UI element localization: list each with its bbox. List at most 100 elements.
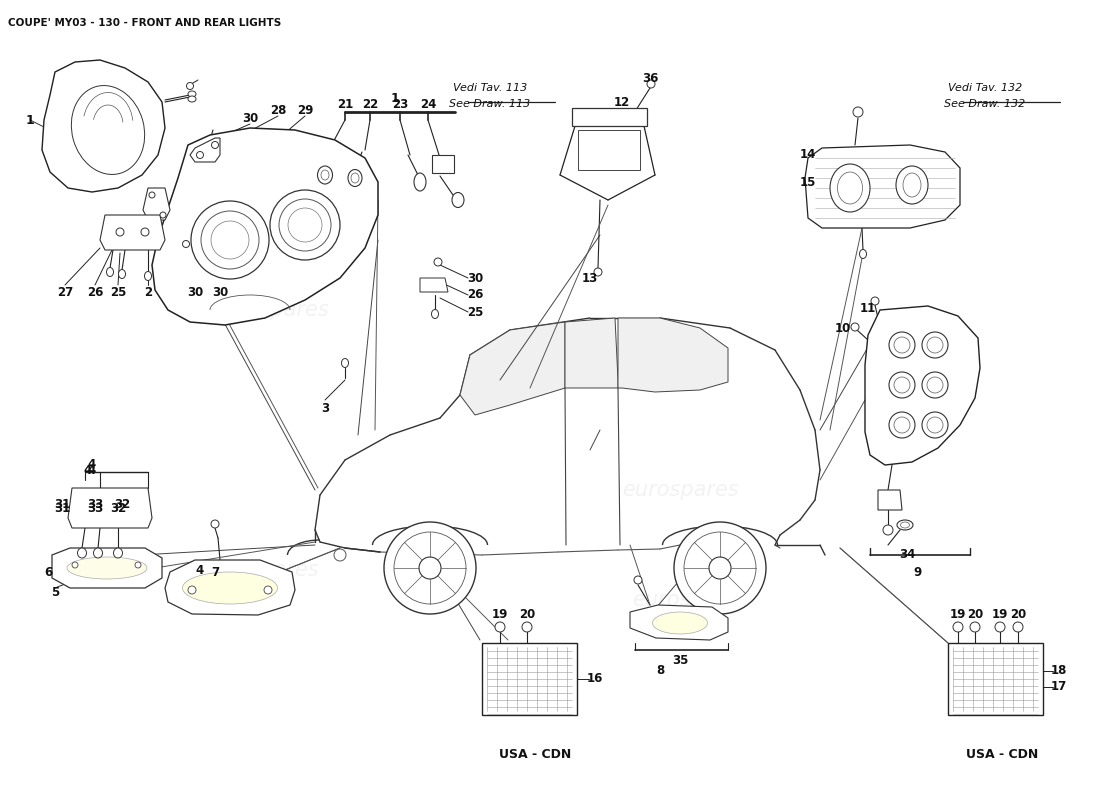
Polygon shape: [152, 128, 378, 325]
Ellipse shape: [318, 166, 332, 184]
Text: 16: 16: [586, 673, 603, 686]
Ellipse shape: [851, 323, 859, 331]
Ellipse shape: [270, 190, 340, 260]
Ellipse shape: [927, 377, 943, 393]
Text: 12: 12: [614, 95, 630, 109]
Text: 31: 31: [54, 498, 70, 511]
Text: 20: 20: [967, 609, 983, 622]
Text: eurospares: eurospares: [631, 590, 748, 610]
Text: eurospares: eurospares: [211, 300, 329, 320]
Text: 8: 8: [656, 663, 664, 677]
Ellipse shape: [452, 193, 464, 207]
Text: 20: 20: [519, 609, 535, 622]
Polygon shape: [52, 548, 162, 588]
Ellipse shape: [896, 520, 913, 530]
Ellipse shape: [901, 522, 910, 528]
Ellipse shape: [894, 337, 910, 353]
Ellipse shape: [264, 586, 272, 594]
Text: 22: 22: [362, 98, 378, 111]
Ellipse shape: [996, 622, 1005, 632]
Text: 33: 33: [87, 498, 103, 511]
Polygon shape: [68, 488, 152, 528]
Ellipse shape: [187, 82, 194, 90]
Ellipse shape: [113, 548, 122, 558]
Text: 19: 19: [492, 609, 508, 622]
Ellipse shape: [119, 270, 125, 278]
Text: 19: 19: [949, 609, 966, 622]
Ellipse shape: [208, 238, 214, 245]
Ellipse shape: [594, 268, 602, 276]
Text: 32: 32: [110, 502, 126, 514]
Text: 25: 25: [110, 286, 126, 298]
Text: 15: 15: [800, 175, 816, 189]
Text: 9: 9: [914, 566, 922, 578]
Ellipse shape: [922, 332, 948, 358]
Text: 5: 5: [51, 586, 59, 598]
Text: 26: 26: [87, 286, 103, 298]
Ellipse shape: [883, 525, 893, 535]
Polygon shape: [42, 60, 165, 192]
Ellipse shape: [211, 221, 249, 259]
Text: 36: 36: [641, 71, 658, 85]
Ellipse shape: [288, 208, 322, 242]
Text: 4: 4: [84, 463, 92, 477]
Polygon shape: [630, 605, 728, 640]
Text: See Draw. 113: See Draw. 113: [450, 99, 530, 109]
Ellipse shape: [341, 358, 349, 367]
Ellipse shape: [830, 164, 870, 212]
Ellipse shape: [72, 86, 145, 174]
Ellipse shape: [889, 412, 915, 438]
Ellipse shape: [889, 332, 915, 358]
Ellipse shape: [94, 548, 102, 558]
Text: 4: 4: [196, 563, 205, 577]
Ellipse shape: [188, 96, 196, 102]
Text: 33: 33: [87, 502, 103, 514]
Ellipse shape: [107, 267, 113, 277]
Ellipse shape: [394, 532, 466, 604]
Ellipse shape: [135, 562, 141, 568]
Ellipse shape: [647, 80, 654, 88]
Ellipse shape: [434, 258, 442, 266]
Ellipse shape: [188, 91, 196, 97]
Bar: [578, 130, 640, 170]
Ellipse shape: [72, 562, 78, 568]
Text: 24: 24: [420, 98, 437, 111]
Ellipse shape: [859, 250, 867, 258]
Ellipse shape: [348, 170, 362, 186]
Text: 30: 30: [242, 111, 258, 125]
Text: 4: 4: [88, 458, 96, 471]
Text: 31: 31: [54, 502, 70, 514]
Text: 11: 11: [860, 302, 876, 314]
Polygon shape: [143, 188, 170, 220]
Ellipse shape: [1013, 622, 1023, 632]
Text: 2: 2: [144, 286, 152, 298]
Ellipse shape: [894, 377, 910, 393]
Text: 29: 29: [297, 103, 313, 117]
Ellipse shape: [431, 310, 439, 318]
Ellipse shape: [953, 622, 962, 632]
Ellipse shape: [419, 557, 441, 579]
Text: 17: 17: [1050, 681, 1067, 694]
Ellipse shape: [927, 417, 943, 433]
Text: 13: 13: [582, 271, 598, 285]
Ellipse shape: [183, 572, 277, 604]
Polygon shape: [460, 322, 565, 415]
Ellipse shape: [903, 173, 921, 197]
Ellipse shape: [922, 372, 948, 398]
Ellipse shape: [201, 211, 258, 269]
Text: USA - CDN: USA - CDN: [966, 749, 1038, 762]
Ellipse shape: [321, 170, 329, 180]
Ellipse shape: [652, 612, 707, 634]
Ellipse shape: [871, 297, 879, 305]
Ellipse shape: [183, 241, 189, 247]
Text: 30: 30: [187, 286, 204, 298]
Text: Vedi Tav. 132: Vedi Tav. 132: [948, 83, 1022, 93]
Ellipse shape: [351, 173, 359, 183]
Polygon shape: [618, 318, 728, 392]
Ellipse shape: [211, 142, 219, 149]
Ellipse shape: [197, 151, 204, 158]
Polygon shape: [565, 318, 618, 388]
Text: 19: 19: [992, 609, 1009, 622]
Polygon shape: [42, 60, 165, 192]
Text: 25: 25: [466, 306, 483, 318]
